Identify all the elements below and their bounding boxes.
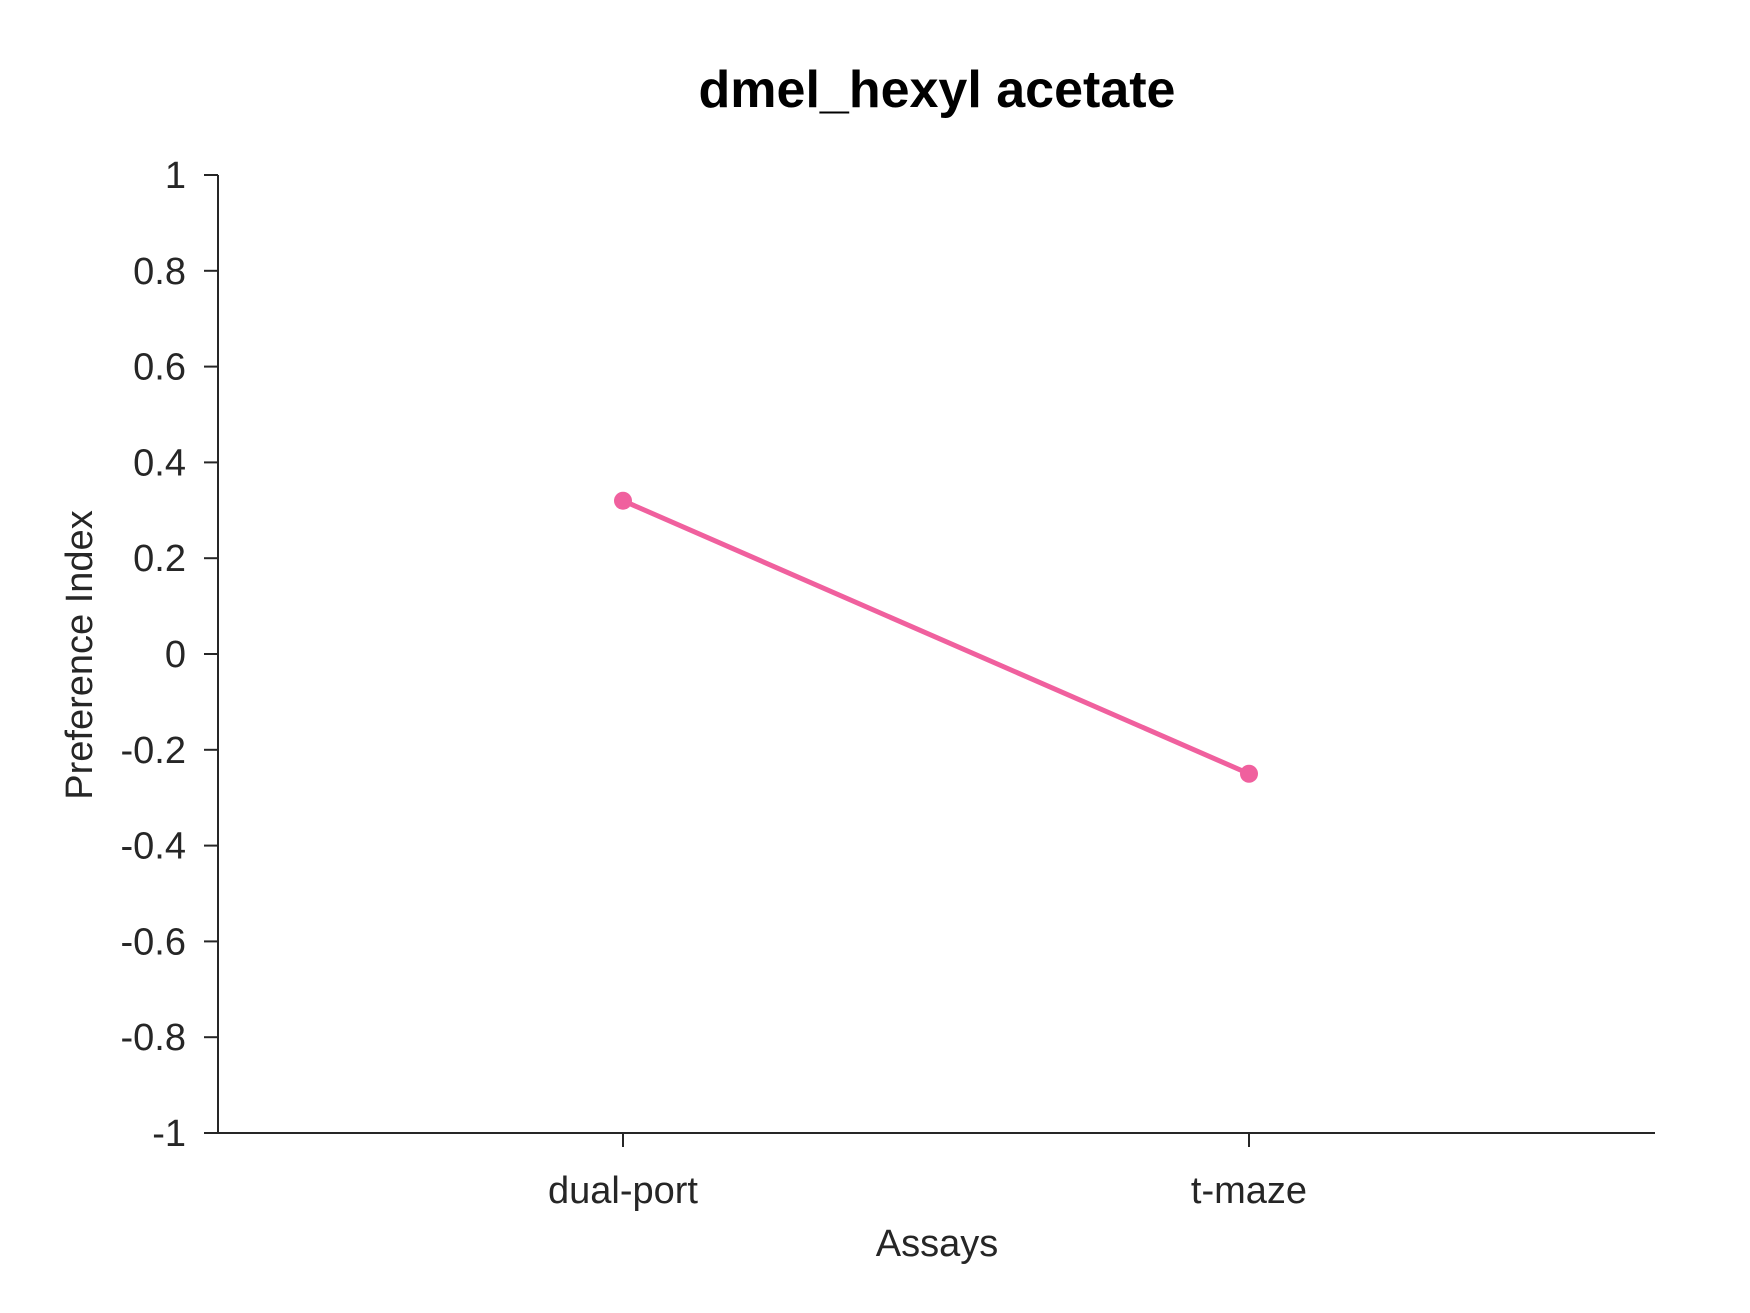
x-axis: dual-port t-maze <box>218 1132 1655 1212</box>
y-tick-label: 0.6 <box>133 347 186 389</box>
y-axis: 1 0.8 0.6 0.4 0.2 0 -0.2 -0.4 -0.6 -0.8 -1 <box>121 155 219 1155</box>
y-tick-label: -0.4 <box>121 826 186 868</box>
x-tick-label: dual-port <box>548 1170 698 1212</box>
y-tick-label: -0.6 <box>121 921 186 963</box>
y-tick-label: -0.2 <box>121 730 186 772</box>
series-line <box>620 498 1252 777</box>
x-axis-label: Assays <box>876 1223 998 1265</box>
chart-title: dmel_hexyl acetate <box>699 61 1176 119</box>
series-layer <box>614 491 1258 783</box>
y-tick-label: -0.8 <box>121 1017 186 1059</box>
data-point <box>614 491 632 510</box>
y-tick-label: 0 <box>165 634 186 676</box>
data-point <box>1240 764 1258 783</box>
y-axis-label: Preference Index <box>59 510 101 799</box>
y-tick-label: -1 <box>152 1113 186 1155</box>
y-tick-label: 0.4 <box>133 442 186 484</box>
y-tick-label: 1 <box>165 155 186 197</box>
y-tick-label: 0.2 <box>133 538 186 580</box>
y-tick-label: 0.8 <box>133 251 186 293</box>
x-tick-label: t-maze <box>1191 1170 1307 1212</box>
